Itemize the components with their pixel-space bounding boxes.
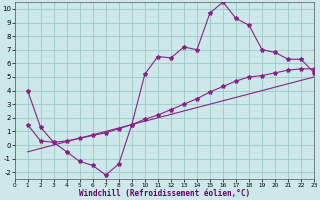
X-axis label: Windchill (Refroidissement éolien,°C): Windchill (Refroidissement éolien,°C) xyxy=(79,189,250,198)
